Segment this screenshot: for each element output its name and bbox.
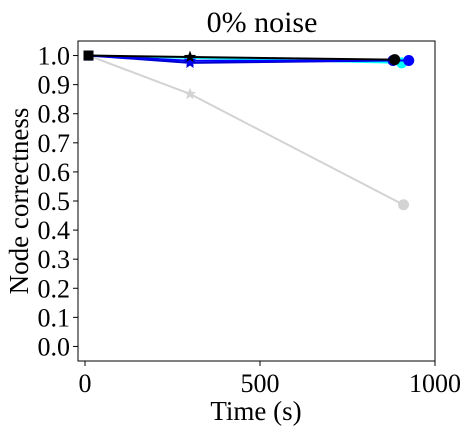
y-tick-label: 0.4 <box>38 216 71 245</box>
data-point-circle <box>398 199 409 211</box>
y-axis-label: Node correctness <box>4 108 34 295</box>
x-tick-label: 1000 <box>409 369 461 398</box>
data-point-star <box>183 54 197 67</box>
x-axis: 0 500 1000 <box>79 361 461 398</box>
y-axis: 0.00.10.20.30.40.50.60.70.80.91.0 <box>38 42 78 361</box>
y-tick-label: 0.5 <box>38 187 71 216</box>
data-point-square <box>83 50 94 61</box>
y-tick-label: 0.3 <box>38 245 71 274</box>
data-point-star <box>183 50 197 63</box>
x-tick-label: 500 <box>241 369 280 398</box>
y-tick-label: 0.6 <box>38 158 71 187</box>
y-tick-label: 1.0 <box>38 42 71 71</box>
y-tick-label: 0.7 <box>38 129 71 158</box>
data-point-circle <box>403 54 415 66</box>
y-tick-label: 0.2 <box>38 274 71 303</box>
x-axis-label: Time (s) <box>210 396 301 426</box>
data-point-circle <box>389 54 401 66</box>
x-tick-label: 0 <box>79 369 92 398</box>
chart-title: 0% noise <box>207 6 318 39</box>
y-tick-label: 0.0 <box>38 332 71 361</box>
y-tick-label: 0.1 <box>38 303 71 332</box>
data-point-star <box>183 87 197 100</box>
y-tick-label: 0.8 <box>38 100 71 129</box>
series-group <box>83 50 415 211</box>
series-4 <box>83 50 401 66</box>
y-tick-label: 0.9 <box>38 71 71 100</box>
plot-area <box>77 40 436 362</box>
